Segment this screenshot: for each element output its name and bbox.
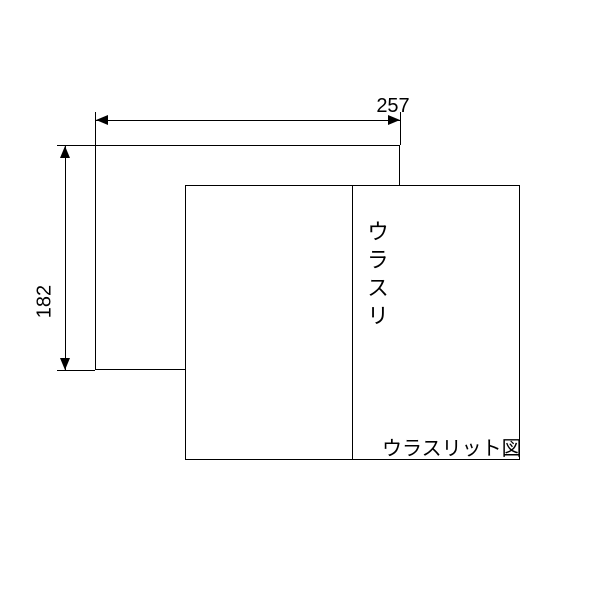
- dim-width-line: [95, 120, 400, 121]
- dim-height-value: 182: [34, 277, 57, 327]
- dim-width-arrow-left: [96, 115, 108, 125]
- dim-height-arrow-top: [60, 146, 70, 158]
- dim-height-arrow-bottom: [60, 358, 70, 370]
- caption-text: ウラスリット図: [382, 432, 522, 461]
- diagram-stage: ウラスリ ウラスリット図 257 182: [0, 0, 600, 600]
- slit-line: [352, 185, 353, 460]
- dim-height-line: [65, 145, 66, 370]
- dim-height-ext-bottom: [57, 370, 95, 371]
- dim-width-value: 257: [368, 95, 418, 118]
- slit-label: ウラスリ: [360, 220, 392, 332]
